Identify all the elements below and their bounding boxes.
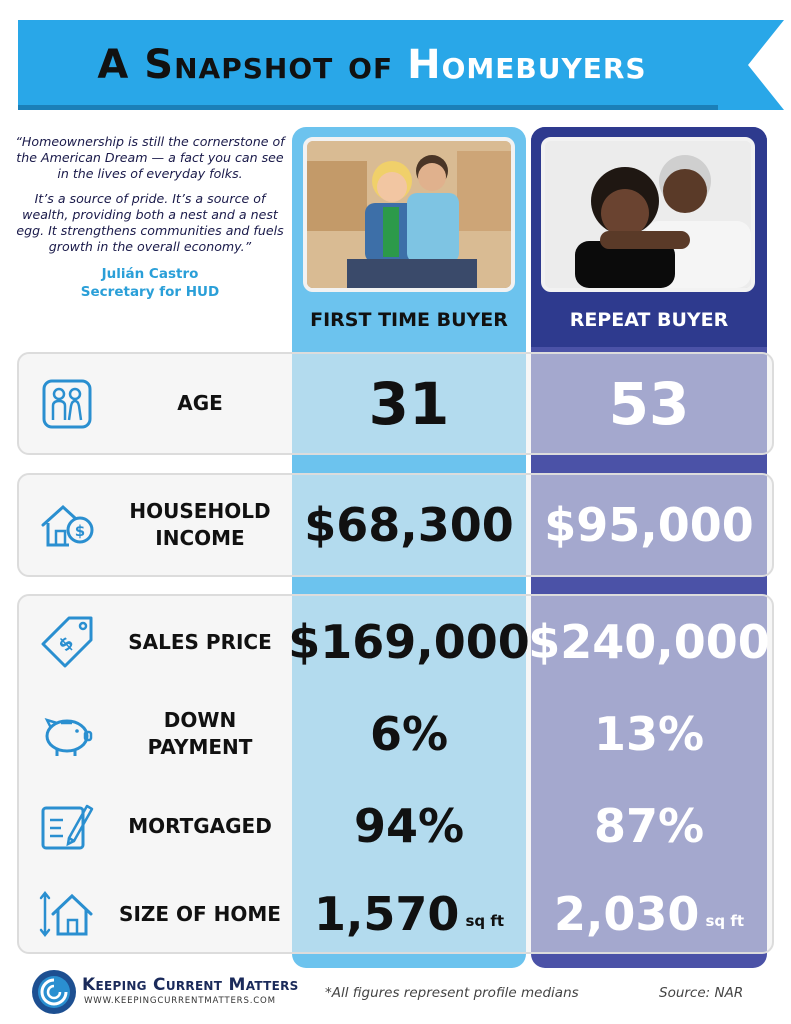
repeat-buyer-heading: REPEAT BUYER: [569, 309, 729, 331]
svg-text:$: $: [54, 632, 78, 656]
house-dollar-icon: $: [41, 504, 94, 547]
first-value-household-income: $68,300: [304, 498, 514, 552]
brand-name: Keeping Current Matters: [82, 975, 299, 995]
family-icon: [42, 379, 92, 429]
author-title: Secretary for HUD: [80, 284, 220, 300]
title-banner: A Snapshot of Homebuyers: [18, 20, 788, 110]
quote-block: “Homeownership is still the cornerstone …: [14, 134, 286, 301]
row-age: AGE 31 53: [17, 352, 774, 455]
row-sales-price: $ SALES PRICE $169,000 $240,000: [17, 600, 774, 684]
first-value-sales-price: $169,000: [288, 615, 530, 669]
first-value-age: 31: [368, 369, 450, 438]
income-panel: [17, 473, 774, 577]
first-size-number: 1,570: [313, 887, 460, 941]
first-value-size-of-home: 1,570 sq ft: [292, 872, 526, 956]
row-label-sales-price: SALES PRICE: [128, 629, 272, 654]
footnote: *All figures represent profile medians: [325, 985, 579, 1001]
banner-ribbon-tail: [718, 20, 784, 110]
row-mortgaged: MORTGAGED 94% 87%: [17, 782, 774, 870]
kcm-logo-icon: [32, 970, 76, 1014]
repeat-buyer-photo: [541, 137, 755, 292]
first-value-mortgaged: 94%: [353, 799, 465, 853]
quote-paragraph-2: It’s a source of pride. It’s a source of…: [16, 191, 284, 254]
page-title: A Snapshot of Homebuyers: [18, 20, 726, 110]
repeat-size-unit: sq ft: [705, 912, 745, 930]
quote-author: Julián Castro Secretary for HUD: [14, 265, 286, 301]
banner-ribbon: [18, 20, 726, 110]
row-label-mortgaged: MORTGAGED: [128, 813, 272, 838]
repeat-value-age: 53: [608, 369, 690, 438]
repeat-value-size-of-home: 2,030 sq ft: [531, 872, 767, 956]
row-size-of-home: SIZE OF HOME 1,570 sq ft 2,030 sq ft: [17, 872, 774, 956]
author-name: Julián Castro: [101, 266, 199, 282]
first-time-buyer-heading: FIRST TIME BUYER: [310, 309, 508, 331]
row-label-size-of-home: SIZE OF HOME: [119, 901, 281, 926]
repeat-value-mortgaged: 87%: [593, 799, 705, 853]
source-note: Source: NAR: [659, 985, 744, 1001]
title-part-2: Homebuyers: [407, 42, 647, 88]
title-part-1: A Snapshot of: [97, 42, 394, 88]
brand-url: www.keepingcurrentmatters.com: [84, 996, 276, 1006]
first-size-unit: sq ft: [465, 912, 505, 930]
piggy-bank-icon: [44, 717, 93, 756]
row-household-income: $ HOUSEHOLD INCOME $68,300 $95,000: [17, 473, 774, 577]
quote-paragraph-1: “Homeownership is still the cornerstone …: [15, 134, 285, 181]
repeat-value-household-income: $95,000: [544, 498, 754, 552]
contract-icon: [41, 804, 94, 850]
home-size-icon: [39, 890, 93, 938]
repeat-value-sales-price: $240,000: [528, 615, 770, 669]
repeat-size-number: 2,030: [553, 887, 700, 941]
purchase-details-panel: [17, 594, 774, 954]
price-tag-icon: $: [41, 616, 93, 668]
row-label-age: AGE: [177, 391, 223, 415]
row-label-down-payment: DOWN PAYMENT: [147, 708, 253, 759]
row-label-household-income: HOUSEHOLD INCOME: [129, 499, 271, 550]
first-value-down-payment: 6%: [369, 707, 449, 761]
svg-text:$: $: [75, 522, 85, 540]
repeat-value-down-payment: 13%: [593, 707, 705, 761]
row-down-payment: DOWN PAYMENT 6% 13%: [17, 690, 774, 778]
age-panel: [17, 352, 774, 455]
first-time-buyer-photo: [303, 137, 515, 292]
